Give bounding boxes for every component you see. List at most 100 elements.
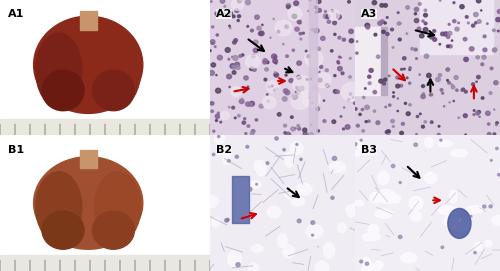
Circle shape bbox=[292, 95, 298, 99]
Circle shape bbox=[474, 22, 477, 24]
Ellipse shape bbox=[451, 150, 468, 157]
Circle shape bbox=[474, 251, 476, 254]
Circle shape bbox=[392, 92, 394, 93]
Circle shape bbox=[388, 104, 391, 106]
Circle shape bbox=[246, 145, 249, 148]
Circle shape bbox=[376, 121, 380, 124]
Circle shape bbox=[448, 31, 452, 35]
Circle shape bbox=[340, 57, 342, 58]
Circle shape bbox=[252, 130, 255, 133]
Circle shape bbox=[462, 88, 464, 91]
Circle shape bbox=[232, 56, 233, 57]
Circle shape bbox=[286, 5, 290, 9]
Circle shape bbox=[452, 20, 456, 23]
Circle shape bbox=[488, 123, 490, 125]
Circle shape bbox=[432, 38, 436, 41]
Circle shape bbox=[286, 132, 290, 137]
Circle shape bbox=[218, 112, 220, 114]
Ellipse shape bbox=[444, 216, 459, 227]
Circle shape bbox=[299, 33, 302, 35]
Ellipse shape bbox=[278, 233, 287, 247]
Circle shape bbox=[312, 234, 314, 236]
Circle shape bbox=[440, 0, 441, 1]
Circle shape bbox=[275, 137, 278, 140]
Circle shape bbox=[408, 104, 411, 106]
Circle shape bbox=[229, 12, 232, 15]
Circle shape bbox=[297, 219, 301, 223]
Circle shape bbox=[250, 67, 253, 70]
Circle shape bbox=[494, 109, 495, 110]
Circle shape bbox=[278, 113, 281, 116]
Circle shape bbox=[360, 139, 362, 141]
Circle shape bbox=[210, 71, 214, 75]
Circle shape bbox=[259, 104, 264, 108]
Circle shape bbox=[420, 34, 424, 38]
Circle shape bbox=[234, 117, 236, 119]
Circle shape bbox=[336, 15, 342, 19]
Circle shape bbox=[292, 49, 294, 51]
Circle shape bbox=[399, 182, 401, 183]
Circle shape bbox=[452, 86, 455, 89]
Circle shape bbox=[360, 260, 362, 263]
Ellipse shape bbox=[378, 190, 396, 204]
Circle shape bbox=[430, 121, 433, 123]
Circle shape bbox=[438, 73, 442, 77]
Ellipse shape bbox=[290, 142, 303, 154]
Circle shape bbox=[406, 77, 408, 79]
Circle shape bbox=[215, 12, 219, 15]
Circle shape bbox=[242, 121, 246, 124]
Circle shape bbox=[293, 76, 312, 93]
Ellipse shape bbox=[492, 215, 500, 225]
Circle shape bbox=[428, 83, 430, 85]
Circle shape bbox=[254, 48, 258, 53]
Circle shape bbox=[468, 22, 469, 24]
Circle shape bbox=[442, 92, 444, 94]
Circle shape bbox=[268, 86, 270, 88]
Circle shape bbox=[464, 57, 468, 62]
Circle shape bbox=[232, 106, 234, 109]
Circle shape bbox=[306, 50, 307, 52]
Circle shape bbox=[418, 3, 421, 5]
Circle shape bbox=[306, 79, 308, 80]
Circle shape bbox=[332, 156, 336, 160]
Circle shape bbox=[242, 98, 243, 100]
Circle shape bbox=[316, 108, 319, 111]
Circle shape bbox=[498, 30, 499, 32]
Circle shape bbox=[470, 47, 474, 51]
Ellipse shape bbox=[350, 141, 364, 156]
Circle shape bbox=[382, 30, 385, 33]
Circle shape bbox=[498, 9, 500, 14]
Circle shape bbox=[417, 27, 421, 31]
Circle shape bbox=[307, 54, 310, 58]
Circle shape bbox=[323, 120, 326, 122]
Circle shape bbox=[294, 1, 298, 5]
Circle shape bbox=[297, 125, 300, 127]
Circle shape bbox=[325, 69, 328, 72]
Circle shape bbox=[366, 262, 368, 265]
Circle shape bbox=[272, 54, 276, 59]
Circle shape bbox=[421, 94, 426, 99]
Circle shape bbox=[254, 15, 260, 19]
Circle shape bbox=[419, 74, 420, 75]
Circle shape bbox=[391, 120, 394, 123]
Circle shape bbox=[482, 55, 486, 59]
Circle shape bbox=[481, 63, 484, 66]
Circle shape bbox=[310, 0, 311, 1]
Circle shape bbox=[275, 62, 277, 64]
Circle shape bbox=[262, 24, 263, 25]
Text: B3: B3 bbox=[361, 144, 377, 154]
Bar bbox=[80, 11, 96, 30]
Text: A1: A1 bbox=[8, 9, 25, 20]
Circle shape bbox=[345, 125, 350, 129]
Circle shape bbox=[252, 54, 255, 58]
Circle shape bbox=[214, 46, 216, 47]
Circle shape bbox=[440, 139, 442, 141]
Circle shape bbox=[216, 34, 218, 36]
Circle shape bbox=[422, 20, 424, 22]
Ellipse shape bbox=[214, 132, 224, 144]
Circle shape bbox=[374, 33, 377, 36]
Circle shape bbox=[308, 11, 309, 12]
Circle shape bbox=[498, 173, 500, 176]
Ellipse shape bbox=[256, 161, 266, 176]
Circle shape bbox=[349, 29, 354, 34]
